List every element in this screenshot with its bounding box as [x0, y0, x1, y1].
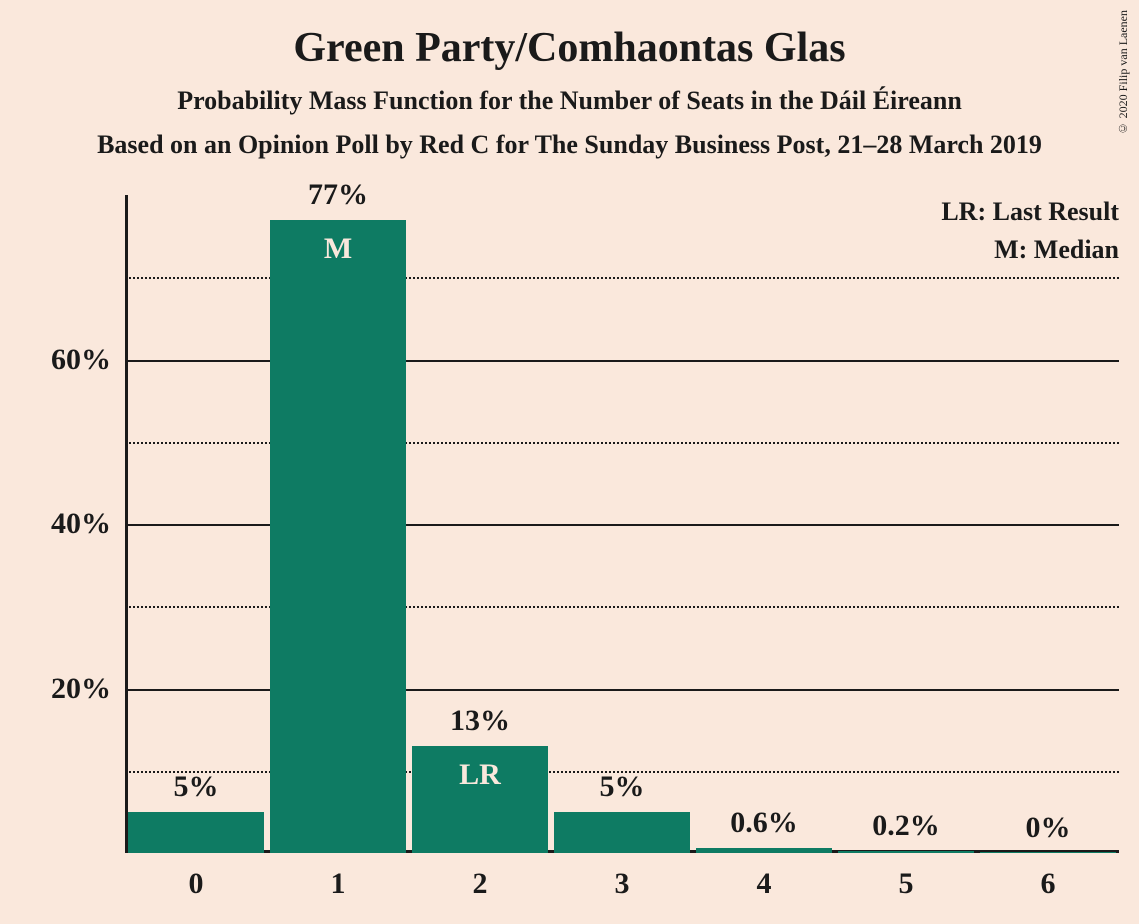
bar-value-label: 0.2% [872, 809, 940, 843]
bar-marker-label: LR [459, 758, 501, 792]
x-tick-label: 0 [189, 853, 204, 901]
chart-plot-area: 20%40%60%05%177%M213%LR35%40.6%50.2%60%L… [125, 195, 1119, 853]
bar-value-label: 13% [450, 704, 510, 738]
x-tick-label: 3 [615, 853, 630, 901]
copyright-text: © 2020 Filip van Laenen [1116, 10, 1131, 135]
bar-value-label: 5% [174, 770, 219, 804]
chart-subtitle-2: Based on an Opinion Poll by Red C for Th… [0, 116, 1139, 160]
bar [128, 812, 264, 853]
bar [554, 812, 690, 853]
x-tick-label: 2 [473, 853, 488, 901]
chart-subtitle-1: Probability Mass Function for the Number… [0, 72, 1139, 116]
y-tick-label: 20% [51, 672, 125, 706]
x-tick-label: 1 [331, 853, 346, 901]
x-tick-label: 5 [899, 853, 914, 901]
legend-median: M: Median [994, 235, 1119, 265]
bar-value-label: 0.6% [730, 806, 798, 840]
bar-value-label: 0% [1026, 811, 1071, 845]
bar-marker-label: M [324, 232, 352, 266]
x-tick-label: 4 [757, 853, 772, 901]
y-tick-label: 40% [51, 507, 125, 541]
x-tick-label: 6 [1041, 853, 1056, 901]
legend-last-result: LR: Last Result [941, 197, 1119, 227]
bar [270, 220, 406, 853]
y-tick-label: 60% [51, 343, 125, 377]
chart-title: Green Party/Comhaontas Glas [0, 0, 1139, 72]
bar-value-label: 5% [600, 770, 645, 804]
bar-value-label: 77% [308, 178, 368, 212]
